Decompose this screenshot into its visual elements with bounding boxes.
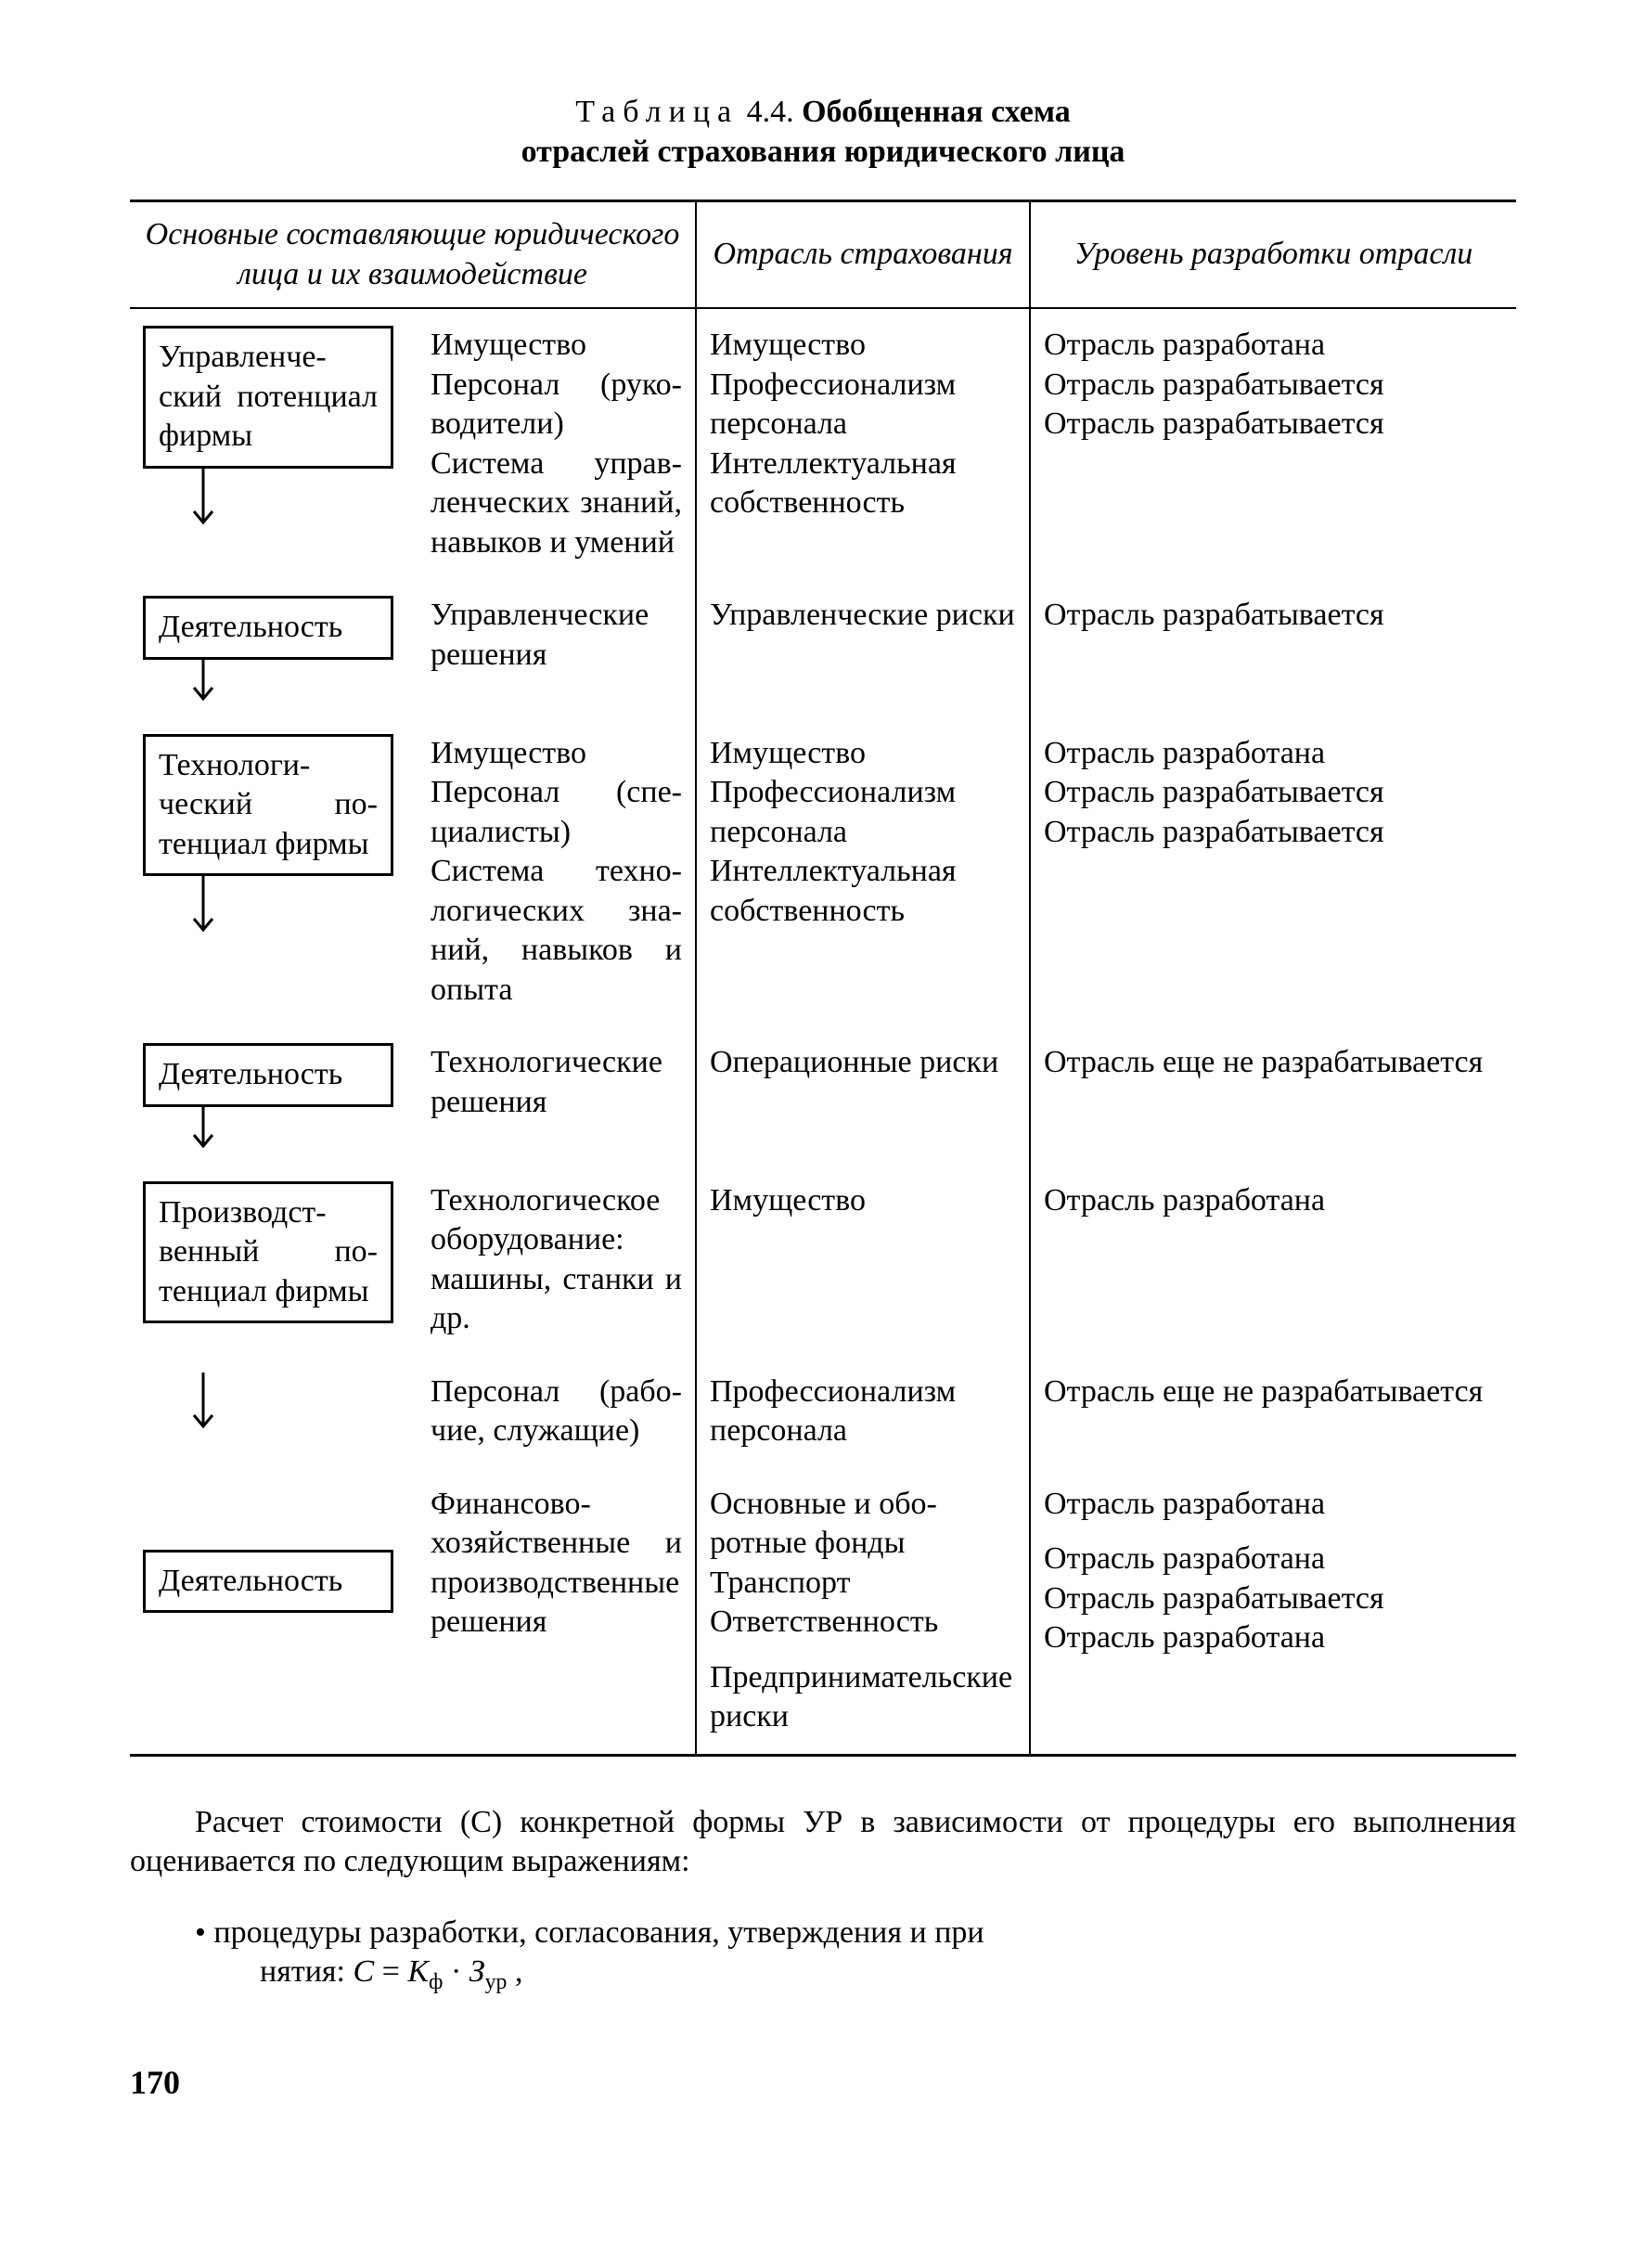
formula: C = Kф · Зур ,	[353, 1954, 522, 1989]
level-cell: Отрасль разработанаОтрасль разработанаОт…	[1030, 1468, 1516, 1756]
flow-cell: Технологи­ческий по­тенциал фирмы	[130, 717, 418, 1027]
header-col12: Основные составляющие юридического лица …	[130, 201, 696, 309]
caption-label: Таблица	[575, 95, 739, 129]
page: Таблица 4.4. Обобщенная схема отраслей с…	[0, 0, 1646, 2159]
flow-cell: Управленче­ский потен­циал фирмы	[130, 308, 418, 579]
components-cell: Финансово-хозяйственные и производственн…	[418, 1468, 696, 1756]
arrow-down-icon	[189, 876, 217, 932]
caption-number: 4.4.	[747, 95, 794, 129]
arrow-down-icon	[189, 1372, 217, 1428]
level-cell: Отрасль еще не раз­рабатывается	[1030, 1026, 1516, 1165]
table-header-row: Основные составляющие юридического лица …	[130, 201, 1516, 309]
caption-title-line1: Обобщенная схема	[802, 95, 1071, 129]
branch-cell: ИмуществоПрофессионализм персоналаИнтелл…	[696, 308, 1030, 579]
level-cell: Отрасль разрабатыва­ется	[1030, 579, 1516, 717]
table-row: Деятельность Управленческие решенияУправ…	[130, 579, 1516, 717]
branch-cell: Управленческие риски	[696, 579, 1030, 717]
flow-box: Технологи­ческий по­тенциал фирмы	[143, 734, 393, 877]
table-caption: Таблица 4.4. Обобщенная схема отраслей с…	[130, 93, 1516, 172]
bullet-lead: • процедуры разработки, согласования, ут…	[195, 1915, 984, 1950]
table: Основные составляющие юридического лица …	[130, 200, 1516, 1757]
branch-cell: ИмуществоПрофессионализм персоналаИнтелл…	[696, 717, 1030, 1027]
components-cell: Персонал (рабо­чие, служащие)	[418, 1356, 696, 1468]
bullet-item: • процедуры разработки, согласования, ут…	[130, 1914, 1516, 1997]
level-cell: Отрасль разработанаОтрасль разрабатыва­е…	[1030, 308, 1516, 579]
flow-box: Деятельность	[143, 1043, 393, 1107]
flow-box: Деятельность	[143, 596, 393, 660]
components-cell: Управленческие решения	[418, 579, 696, 717]
flow-box: Производст­венный по­тенциал фирмы	[143, 1181, 393, 1324]
branch-cell: Профессионализм персонала	[696, 1356, 1030, 1468]
page-number: 170	[130, 2062, 1516, 2104]
branch-cell: Операционные риски	[696, 1026, 1030, 1165]
flow-cell: Деятельность	[130, 1026, 418, 1165]
branch-cell: Имущество	[696, 1165, 1030, 1356]
flow-cell: Деятельность	[130, 1468, 418, 1756]
header-col4: Уровень разработки отрасли	[1030, 201, 1516, 309]
level-cell: Отрасль еще не раз­рабатывается	[1030, 1356, 1516, 1468]
branch-cell: Основные и обо­ротные фондыТранспортОтве…	[696, 1468, 1030, 1756]
flow-box: Управленче­ский потен­циал фирмы	[143, 326, 393, 469]
flow-cell	[130, 1356, 418, 1468]
flow-box: Деятельность	[143, 1550, 393, 1614]
level-cell: Отрасль разработанаОтрасль разрабатыва­е…	[1030, 717, 1516, 1027]
components-cell: Технологические решения	[418, 1026, 696, 1165]
table-row: Управленче­ский потен­циал фирмы Имущест…	[130, 308, 1516, 579]
flow-cell: Производст­венный по­тенциал фирмы	[130, 1165, 418, 1356]
caption-title-line2: отраслей страхования юридического лица	[130, 133, 1516, 173]
table-body: Управленче­ский потен­циал фирмы Имущест…	[130, 308, 1516, 1755]
arrow-down-icon	[189, 660, 217, 701]
table-row: Технологи­ческий по­тенциал фирмы Имущес…	[130, 717, 1516, 1027]
table-row: Деятельность Технологические решенияОпер…	[130, 1026, 1516, 1165]
table-row: Деятельность Финансово-хозяйственные и пр…	[130, 1468, 1516, 1756]
table-row: Производст­венный по­тенциал фирмыТехнол…	[130, 1165, 1516, 1356]
arrow-down-icon	[189, 469, 217, 524]
table-row: Персонал (рабо­чие, служащие)Профессиона…	[130, 1356, 1516, 1468]
header-col3: Отрасль страхования	[696, 201, 1030, 309]
components-cell: Технологическое оборудование: машины, ст…	[418, 1165, 696, 1356]
arrow-down-icon	[189, 1107, 217, 1148]
components-cell: ИмуществоПерсонал (руко­водители)Система…	[418, 308, 696, 579]
body-paragraph: Расчет стоимости (С) конкретной формы УР…	[130, 1803, 1516, 1882]
flow-cell: Деятельность	[130, 579, 418, 717]
components-cell: ИмуществоПерсонал (спе­циалисты)Система …	[418, 717, 696, 1027]
bullet-cont-prefix: нятия:	[260, 1954, 353, 1989]
level-cell: Отрасль разработана	[1030, 1165, 1516, 1356]
